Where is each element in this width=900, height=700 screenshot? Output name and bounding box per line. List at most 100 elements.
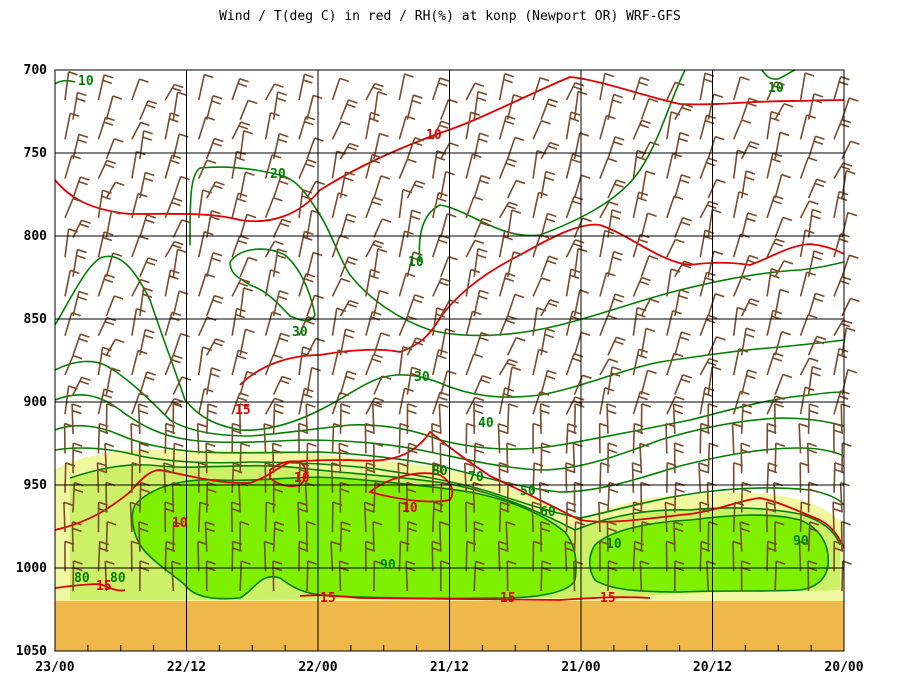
wind-barb-flag <box>247 99 258 105</box>
wind-barb <box>632 120 643 140</box>
wind-barb <box>239 100 249 120</box>
wind-barb-flag <box>811 371 821 377</box>
wind-barb-flag <box>464 462 475 467</box>
wind-barb-flag <box>670 111 681 116</box>
wind-barb-flag <box>165 429 175 434</box>
wind-barb-flag <box>614 183 624 188</box>
wind-barb <box>707 136 717 160</box>
wind-barb-flag <box>278 180 289 185</box>
wind-barb-flag <box>599 422 609 428</box>
wind-barb <box>540 142 551 160</box>
wind-barb-flag <box>470 268 481 274</box>
wind-barb <box>699 358 710 376</box>
wind-barb <box>531 502 534 533</box>
wind-barb <box>365 269 372 297</box>
wind-barb <box>339 300 351 317</box>
rh-contour-label: 80 <box>432 464 448 479</box>
wind-barb <box>573 403 577 434</box>
wind-barb-flag <box>641 521 652 526</box>
wind-barb-flag <box>748 97 759 103</box>
wind-barb-flag <box>170 159 180 165</box>
wind-barb-flag <box>97 462 107 467</box>
wind-barb-flag <box>301 352 312 357</box>
wind-barb-flag <box>634 422 644 428</box>
wind-barb <box>172 219 183 238</box>
wind-barb-flag <box>847 368 858 374</box>
wind-barb-flag <box>215 181 225 186</box>
wind-barb-flag <box>634 540 644 546</box>
wind-barb-flag <box>345 218 355 224</box>
wind-barb-flag <box>103 121 114 126</box>
wind-barb <box>833 319 844 337</box>
wind-barb-flag <box>104 320 115 326</box>
wind-barb-flag <box>570 111 581 116</box>
wind-barb <box>565 353 575 376</box>
wind-barb-flag <box>834 468 844 474</box>
wind-barb-flag <box>238 282 249 287</box>
wind-barb <box>699 230 706 258</box>
y-tick-label: 750 <box>24 146 48 161</box>
wind-barb <box>841 369 849 395</box>
wind-barb <box>163 462 167 493</box>
wind-barb-flag <box>410 372 421 378</box>
wind-barb-flag <box>499 462 509 467</box>
wind-barb-flag <box>581 174 591 179</box>
wind-barb-flag <box>245 328 255 334</box>
wind-barb <box>365 462 368 493</box>
wind-barb <box>807 136 817 160</box>
wind-barb <box>698 462 702 493</box>
wind-barb-flag <box>172 197 183 202</box>
wind-barb-flag <box>397 462 408 467</box>
wind-barb-flag <box>633 507 643 513</box>
wind-barb <box>231 392 241 415</box>
wind-barb <box>339 403 342 434</box>
wind-barb <box>405 561 409 592</box>
wind-barb <box>105 252 114 277</box>
wind-barb-flag <box>572 357 582 363</box>
wind-barb-flag <box>633 429 644 434</box>
wind-barb-flag <box>570 268 581 273</box>
x-tick-label: 20/12 <box>693 660 732 675</box>
wind-barb-flag <box>297 501 308 506</box>
wind-barb <box>164 84 175 101</box>
wind-barb <box>330 462 334 493</box>
wind-barb <box>540 561 543 592</box>
wind-barb <box>607 136 616 160</box>
wind-barb <box>599 358 610 376</box>
wind-barb-flag <box>748 301 758 307</box>
wind-barb-flag <box>80 333 90 338</box>
wind-barb <box>72 219 83 238</box>
wind-barb-flag <box>404 230 414 235</box>
wind-barb-flag <box>505 319 516 325</box>
wind-barb-flag <box>102 236 113 242</box>
wind-barb <box>766 111 773 140</box>
wind-barb <box>431 307 438 336</box>
wind-barb <box>798 541 802 572</box>
wind-barb-flag <box>380 332 391 337</box>
wind-barb-flag <box>349 142 359 148</box>
wind-barb-flag <box>575 403 585 408</box>
wind-barb <box>231 151 238 179</box>
wind-barb-flag <box>381 218 392 223</box>
wind-barb-flag <box>511 366 522 371</box>
wind-barb-flag <box>747 259 757 264</box>
wind-barb <box>766 352 776 376</box>
wind-barb-flag <box>407 521 418 526</box>
wind-barb-flag <box>538 348 548 354</box>
wind-barb <box>506 443 509 474</box>
wind-barb-flag <box>68 385 78 390</box>
wind-barb-flag <box>147 257 158 262</box>
wind-barb <box>565 310 574 336</box>
wind-barb <box>239 443 242 474</box>
wind-barb-flag <box>101 352 111 358</box>
wind-barb-flag <box>744 176 755 181</box>
wind-barb <box>573 248 579 277</box>
wind-barb <box>532 192 540 219</box>
wind-barb-flag <box>681 106 692 112</box>
wind-barb <box>807 336 818 356</box>
wind-barb <box>540 213 549 238</box>
wind-barb <box>406 443 410 474</box>
wind-barb-flag <box>574 82 585 87</box>
wind-barb-flag <box>304 73 314 79</box>
wind-barb <box>272 376 283 395</box>
